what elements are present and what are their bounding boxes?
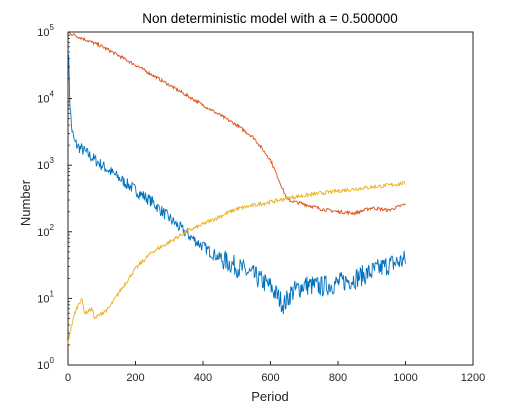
x-tick-label: 1200 [461, 372, 485, 384]
y-tick-label: 102 [37, 223, 54, 239]
series-line-3 [67, 180, 406, 344]
y-tick-label: 101 [37, 289, 54, 305]
x-axis-label: Period [251, 389, 289, 404]
tick-layer: 0 200 400 600 800 1000 1200 100 101 102 103 104 105 [37, 23, 485, 384]
series-line-1 [67, 52, 406, 315]
y-tick-label: 100 [37, 356, 54, 372]
y-axis-label: Number [18, 179, 33, 226]
chart-title: Non deterministic model with a = 0.50000… [142, 11, 398, 26]
y-tick-label: 105 [37, 23, 54, 39]
x-tick-label: 200 [126, 372, 144, 384]
x-tick-label: 800 [329, 372, 347, 384]
x-tick-label: 0 [65, 372, 71, 384]
plot-frame [67, 31, 474, 366]
series-line-2 [67, 31, 406, 216]
x-tick-label: 1000 [393, 372, 417, 384]
x-tick-label: 400 [194, 372, 212, 384]
x-tick-label: 600 [261, 372, 279, 384]
y-tick-label: 103 [37, 156, 54, 172]
y-tick-label: 104 [37, 90, 54, 106]
series-layer [67, 31, 406, 344]
